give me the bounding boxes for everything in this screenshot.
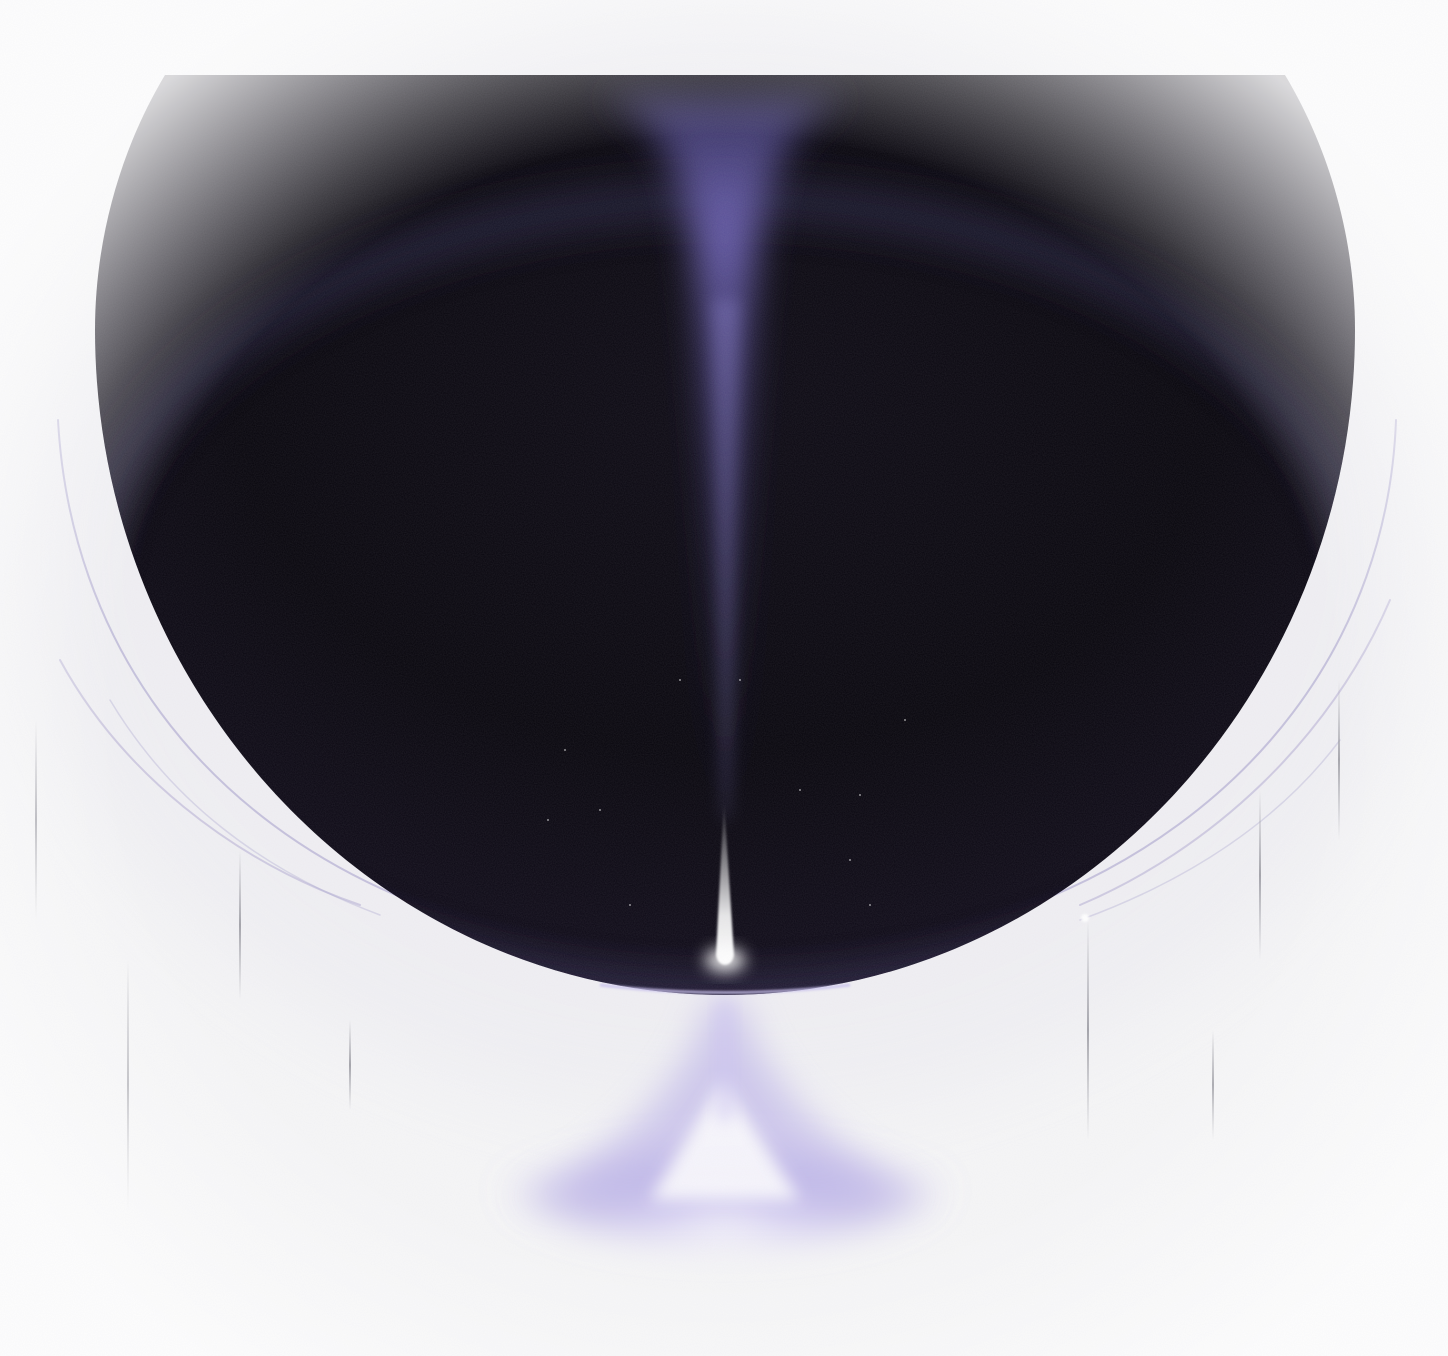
artwork-canvas: [0, 0, 1448, 1356]
artwork-svg: [0, 0, 1448, 1356]
grain-overlay: [0, 0, 1448, 1356]
